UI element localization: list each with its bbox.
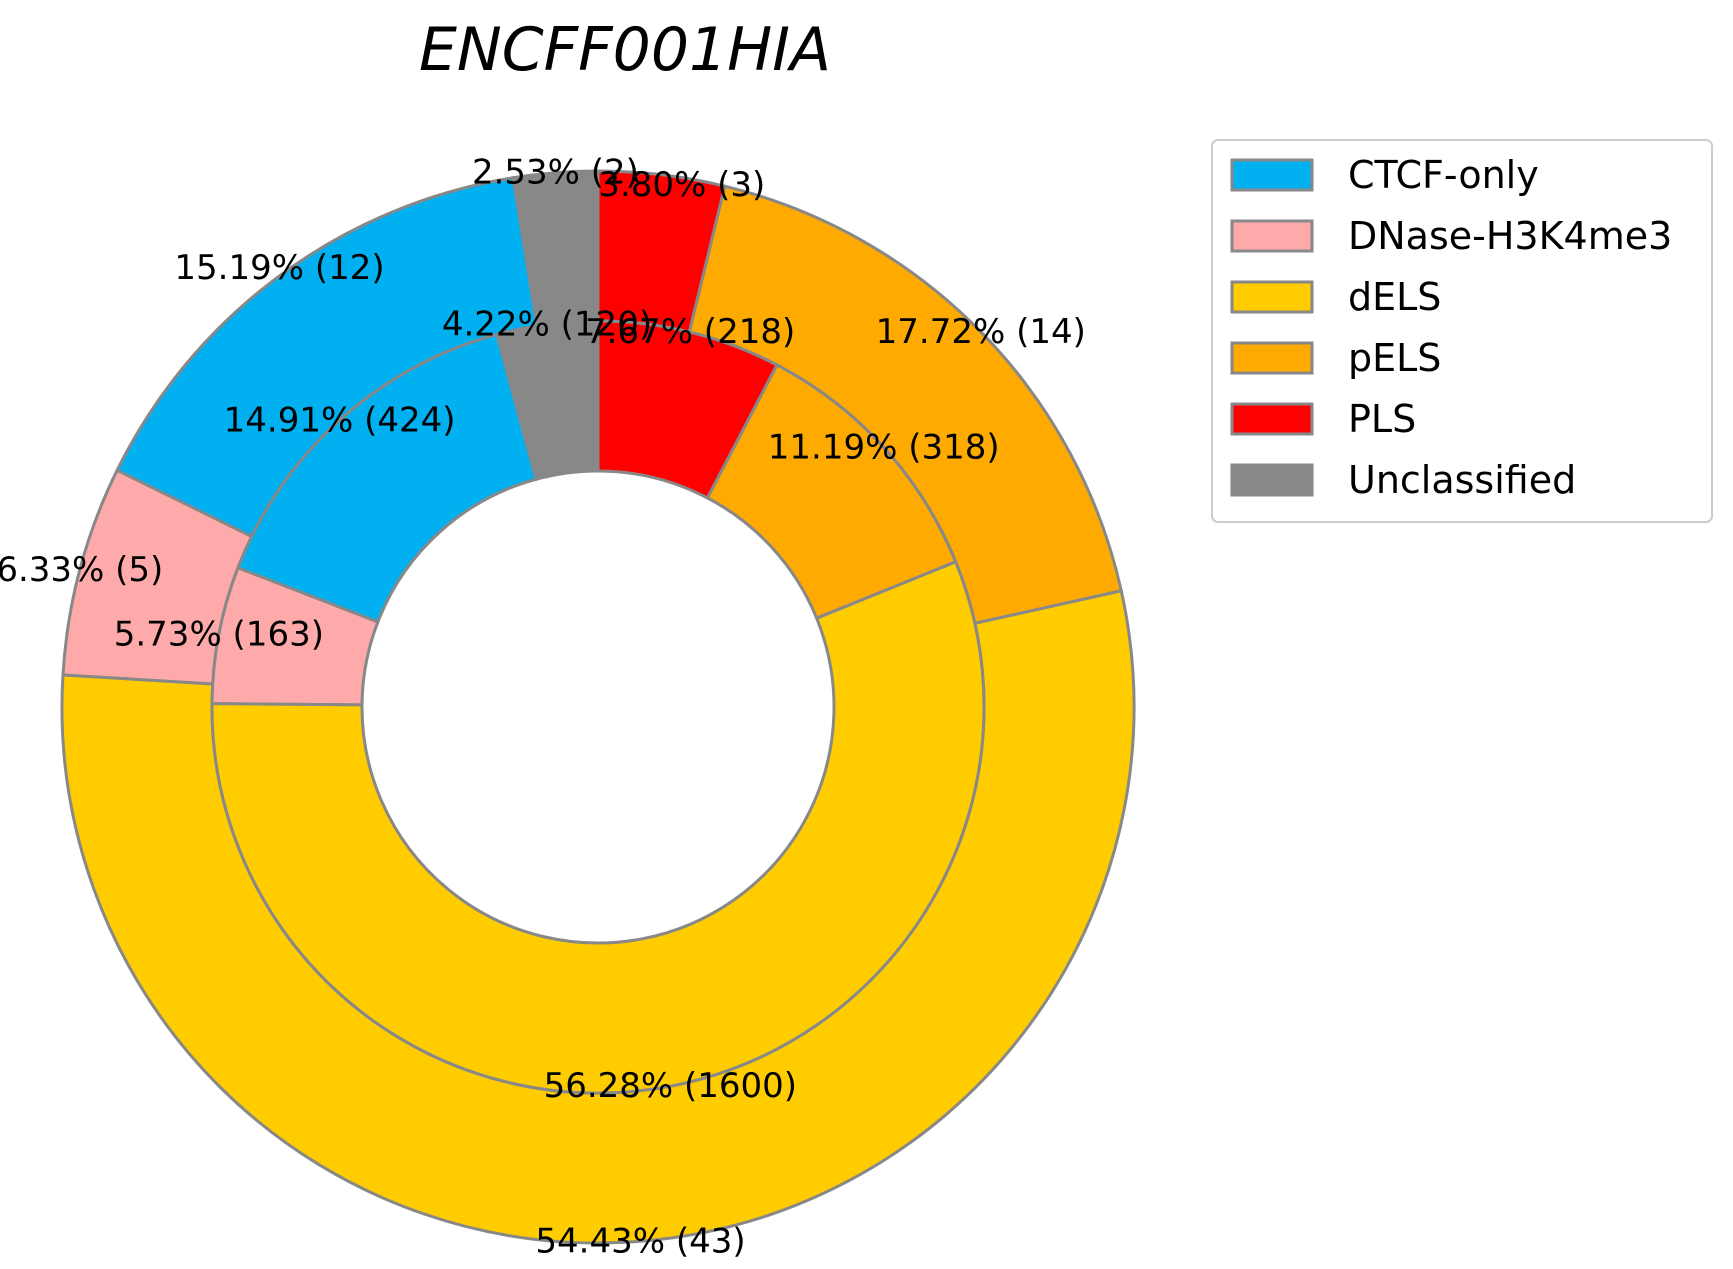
- legend-label-pls: PLS: [1348, 397, 1416, 441]
- legend-swatch-unclassified: [1230, 463, 1314, 497]
- legend-swatch-ctcf-only: [1230, 158, 1314, 192]
- inner-label-dels: 56.28% (1600): [544, 1066, 798, 1106]
- outer-label-dels: 54.43% (43): [535, 1221, 745, 1261]
- outer-label-ctcf-only: 15.19% (12): [174, 248, 384, 288]
- outer-label-dnase-h3k4me3: 6.33% (5): [0, 550, 163, 590]
- legend: CTCF-only DNase-H3K4me3 dELS pELS PLS Unclass…: [1211, 139, 1713, 523]
- legend-label-dnase-h3k4me3: DNase-H3K4me3: [1348, 214, 1672, 258]
- legend-swatch-dels: [1230, 280, 1314, 314]
- outer-label-pels: 17.72% (14): [876, 312, 1086, 352]
- inner-slice-dels: [210, 559, 986, 1095]
- inner-label-pels: 11.19% (318): [768, 427, 1000, 467]
- legend-swatch-pels: [1230, 341, 1314, 375]
- legend-label-unclassified: Unclassified: [1348, 458, 1576, 502]
- slice-labels: 2.53% (2) 15.19% (12) 6.33% (5) 54.43% (43)…: [0, 153, 1086, 1262]
- legend-label-dels: dELS: [1348, 275, 1441, 319]
- inner-label-unclassified: 4.22% (120): [442, 304, 652, 344]
- legend-label-pels: pELS: [1348, 336, 1441, 380]
- inner-slice-pls: [596, 319, 779, 500]
- outer-label-unclassified: 2.53% (2): [472, 153, 639, 193]
- inner-label-ctcf-only: 14.91% (424): [224, 400, 456, 440]
- inner-label-pls: 7.67% (218): [585, 312, 795, 352]
- inner-ring: [210, 319, 986, 1095]
- legend-swatch-pls: [1230, 402, 1314, 436]
- inner-label-dnase-h3k4me3: 5.73% (163): [114, 615, 324, 655]
- outer-ring: [60, 169, 1136, 1245]
- legend-entries: CTCF-only DNase-H3K4me3 dELS pELS PLS Unclass…: [1230, 153, 1672, 502]
- legend-frame: [1211, 139, 1713, 523]
- outer-label-pls: 3.80% (3): [598, 165, 765, 205]
- legend-swatch-dnase-h3k4me3: [1230, 219, 1314, 253]
- inner-slice-ctcf-only: [236, 332, 538, 624]
- legend-label-ctcf-only: CTCF-only: [1348, 153, 1539, 197]
- chart-title: ENCFF001HIA: [419, 15, 831, 85]
